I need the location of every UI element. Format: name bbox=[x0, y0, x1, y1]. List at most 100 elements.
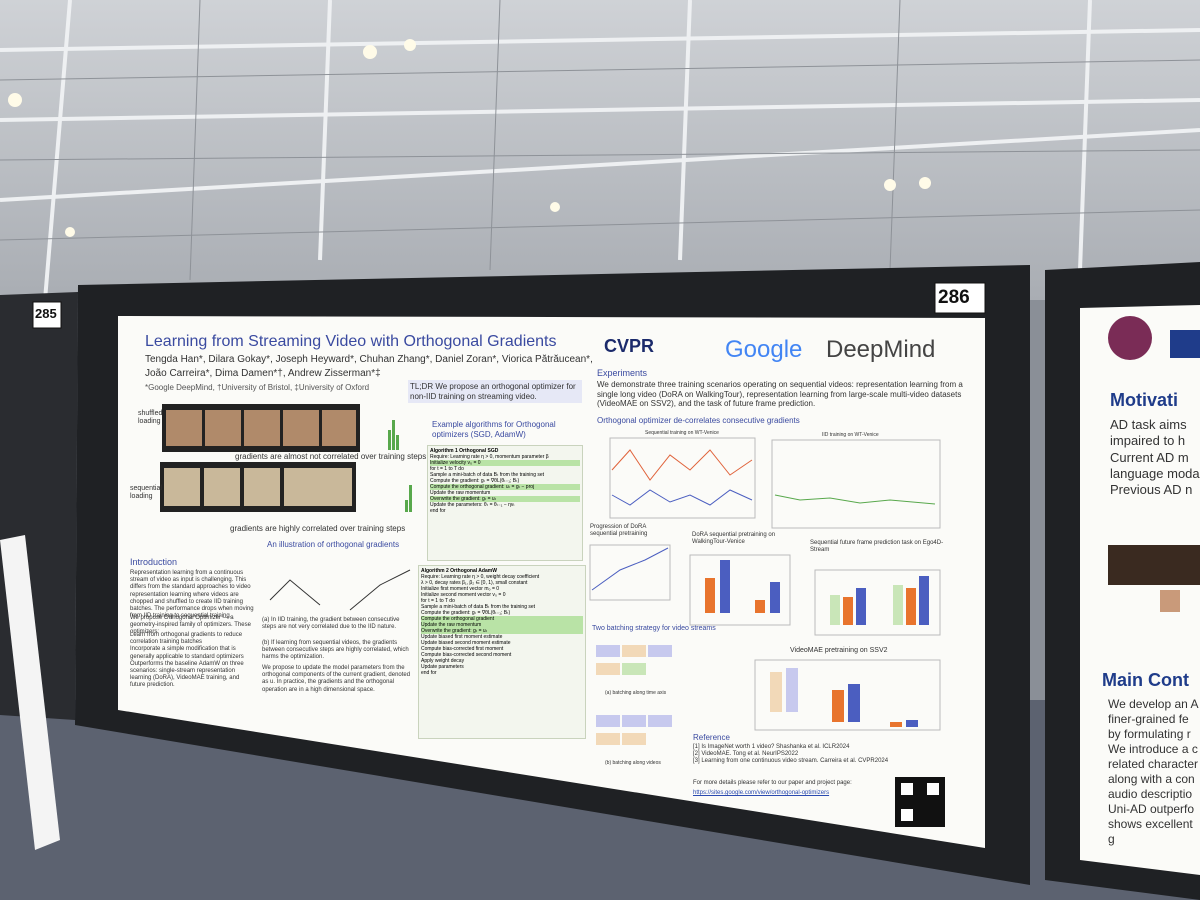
plot-title: Sequential future frame prediction task … bbox=[810, 540, 944, 554]
booth-plate bbox=[934, 282, 986, 314]
authors: João Carreira*, Dima Damen*†, Andrew Zis… bbox=[145, 368, 381, 379]
algorithm-line: Update parameters bbox=[421, 664, 464, 670]
bullet: Current AD m bbox=[1110, 449, 1189, 465]
ceiling-beams bbox=[0, 0, 1200, 301]
plot-title: VideoMAE pretraining on SSV2 bbox=[790, 647, 888, 654]
algorithm-title: Algorithm 1 Orthogonal SGD bbox=[430, 448, 499, 454]
bullet-list: AD task aims impaired to h Current AD m lan… bbox=[1110, 417, 1200, 498]
right-poster-sheet bbox=[1080, 305, 1200, 875]
algorithm-title: Algorithm 2 Orthogonal AdamW bbox=[421, 568, 497, 574]
plot-title: Sequential training on WT-Venice bbox=[645, 430, 719, 436]
algorithm-lines: Require: Learning rate η > 0, weight dec… bbox=[421, 574, 583, 676]
ceiling-lines bbox=[0, 0, 1200, 281]
bullet: Incorporate a simple modification that i… bbox=[130, 646, 244, 660]
bullet: Uni-AD outperfo bbox=[1108, 802, 1195, 816]
reference: [2] VideoMAE. Tong et al. NeurIPS2022 bbox=[693, 751, 799, 758]
bullet: AD task aims bbox=[1110, 417, 1187, 432]
section-heading: Experiments bbox=[597, 368, 648, 378]
label: sequential loading bbox=[130, 485, 162, 501]
booth-number: 285 bbox=[35, 306, 57, 321]
algorithm-line: Compute bias-corrected first moment bbox=[421, 646, 504, 652]
label: shuffled loading bbox=[138, 410, 163, 426]
caption: gradients are highly correlated over tra… bbox=[230, 524, 406, 533]
algorithm-line: Update biased first moment estimate bbox=[421, 634, 503, 640]
paragraph: We propose Orthogonal Optimizer — a geom… bbox=[130, 615, 251, 636]
caption: (a) batching along time axis bbox=[605, 690, 667, 696]
paragraph: For more details please refer to our pap… bbox=[693, 780, 852, 786]
bullet: by formulating r bbox=[1108, 727, 1191, 741]
plot-title: IID training on WT-Venice bbox=[822, 432, 879, 438]
algorithm-line: end for bbox=[430, 508, 446, 514]
section-heading: Example algorithms for Orthogonal optimi… bbox=[432, 420, 556, 439]
chart-bars bbox=[705, 560, 929, 727]
section-heading: Orthogonal optimizer de-correlates conse… bbox=[597, 416, 800, 425]
algorithm-line: Require: Learning rate η > 0, weight dec… bbox=[421, 574, 540, 580]
bullet: shows excellent g bbox=[1108, 817, 1193, 846]
section-heading: An illustration of orthogonal gradients bbox=[267, 540, 400, 549]
algorithm-line: Compute the orthogonal gradient: uₜ = gₜ… bbox=[430, 484, 580, 490]
algorithm-lines: Require: Learning rate η > 0, momentum p… bbox=[430, 454, 580, 514]
reference-list: [1] Is ImageNet worth 1 video? Shashanka… bbox=[693, 744, 893, 766]
vector-diagrams bbox=[269, 569, 411, 611]
film-strips bbox=[160, 404, 360, 512]
caption: (b) batching along videos bbox=[605, 760, 661, 766]
bullet: Learn from orthogonal gradients to reduc… bbox=[130, 632, 243, 646]
left-board bbox=[0, 292, 78, 720]
algorithm-line: Initialize second moment vector v₀ = 0 bbox=[421, 592, 506, 598]
section-heading: Motivati bbox=[1110, 390, 1179, 410]
paragraph: (b) If learning from sequential videos, … bbox=[262, 640, 409, 661]
poster-title: Learning from Streaming Video with Ortho… bbox=[145, 333, 557, 350]
chart-lines bbox=[591, 449, 936, 591]
bullet: language moda bbox=[1110, 465, 1200, 481]
plot-title: Progression of DoRA sequential pretraini… bbox=[590, 524, 648, 538]
algorithm-line: Compute the gradient: gₜ = ∇θL(θₜ₋₁; Bₜ) bbox=[430, 478, 520, 484]
algorithm-line: Sample a mini-batch of data Bₜ from the … bbox=[421, 604, 536, 610]
algorithm-line: Update the parameters: θₜ = θₜ₋₁ − ηvₜ bbox=[430, 502, 515, 508]
section-heading: Two batching strategy for video streams bbox=[592, 625, 716, 632]
bullet: related character bbox=[1108, 757, 1199, 771]
caption: gradients are almost not correlated over… bbox=[235, 452, 427, 461]
bullet: We develop an A bbox=[1108, 697, 1199, 711]
histograms bbox=[388, 420, 412, 512]
algorithm-line: Require: Learning rate η > 0, momentum p… bbox=[430, 454, 549, 460]
logo: Google bbox=[725, 336, 803, 363]
rolled-poster bbox=[0, 535, 60, 850]
booth-number: 286 bbox=[938, 287, 970, 308]
batch-blocks bbox=[596, 645, 672, 745]
bullet: audio descriptio bbox=[1108, 787, 1193, 801]
bullet-list: Learn from orthogonal gradients to reduc… bbox=[130, 632, 255, 690]
reference: [1] Is ImageNet worth 1 video? Shashanka… bbox=[693, 744, 850, 750]
algorithm-line: end for bbox=[421, 670, 437, 676]
algorithm-line: λ > 0, decay rates β₁, β₂ ∈ [0, 1), smal… bbox=[421, 580, 528, 586]
algorithm-line: Compute bias-corrected second moment bbox=[421, 652, 512, 658]
algorithm-line: Update the raw momentum bbox=[421, 622, 583, 628]
algorithm-line: Overwrite the gradient: gₜ = uₜ bbox=[421, 628, 583, 634]
algorithm-box: Algorithm 2 Orthogonal AdamW Require: Le… bbox=[418, 565, 586, 739]
plot-title: DoRA sequential pretraining on WalkingTo… bbox=[692, 532, 776, 546]
right-poster-logos bbox=[1108, 316, 1200, 612]
ceiling-lights bbox=[8, 39, 931, 237]
section-heading: Introduction bbox=[130, 557, 178, 567]
bullet: We introduce a c bbox=[1108, 742, 1198, 756]
algorithm-line: Initialize velocity v₀ = 0 bbox=[430, 460, 580, 466]
algorithm-line: Apply weight decay bbox=[421, 658, 465, 664]
algorithm-line: Compute the gradient: gₜ = ∇θL(θₜ₋₁; Bₜ) bbox=[421, 610, 511, 616]
bullet: along with a con bbox=[1108, 772, 1195, 786]
algorithm-box: Algorithm 1 Orthogonal SGD Require: Lear… bbox=[427, 445, 583, 561]
algorithm-line: for t = 1 to T do bbox=[421, 598, 455, 604]
paragraph: (a) In IID training, the gradient betwee… bbox=[262, 617, 400, 631]
booth-plate bbox=[32, 301, 62, 329]
tldr: TL;DR We propose an orthogonal optimizer… bbox=[408, 380, 582, 404]
link: https://sites.google.com/view/orthogonal… bbox=[693, 790, 830, 796]
qr-code bbox=[895, 777, 945, 827]
paragraph: We demonstrate three training scenarios … bbox=[597, 380, 963, 409]
algorithm-line: Sample a mini-batch of data Bₜ from the … bbox=[430, 472, 545, 478]
bullet: Previous AD n bbox=[1110, 482, 1193, 497]
logo: DeepMind bbox=[826, 336, 936, 363]
reference: [3] Learning from one continuous video s… bbox=[693, 758, 889, 765]
algorithm-line: Compute the orthogonal gradient bbox=[421, 616, 583, 622]
bullet: impaired to h bbox=[1110, 433, 1186, 449]
algorithm-line: Overwrite the gradient: gₜ = uₜ bbox=[430, 496, 580, 502]
